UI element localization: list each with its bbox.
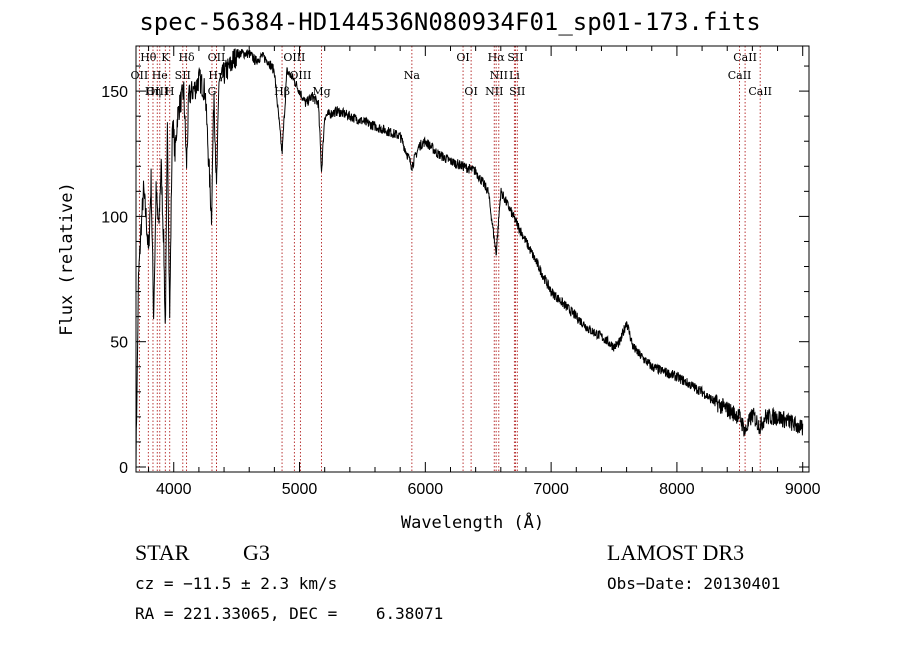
line-label: Li	[509, 69, 520, 82]
coords-text: RA = 221.33065, DEC = 6.38071	[135, 604, 444, 623]
obs-date-text: Obs−Date: 20130401	[607, 574, 781, 593]
line-label: OI	[456, 51, 469, 64]
line-label: NII	[490, 69, 508, 82]
x-tick-label: 5000	[282, 481, 318, 498]
line-label: OIII	[283, 51, 305, 64]
survey-name: LAMOST DR3	[607, 540, 745, 565]
line-label: OI	[464, 85, 477, 98]
x-tick-label: 6000	[408, 481, 444, 498]
object-subclass: G3	[243, 540, 270, 565]
line-label: CaII	[748, 85, 772, 98]
y-tick-label: 100	[101, 209, 128, 226]
line-label: He	[152, 69, 168, 82]
line-label: Hδ	[178, 51, 195, 64]
line-label: K	[161, 51, 170, 64]
plot-frame	[135, 45, 810, 473]
line-label: CaII	[733, 51, 757, 64]
spectrum-line	[135, 48, 804, 473]
line-label: SII	[507, 51, 523, 64]
line-label: Hγ	[208, 69, 225, 82]
line-label: OII	[131, 69, 149, 82]
object-class: STAR	[135, 540, 190, 565]
line-label: G	[208, 85, 217, 98]
y-tick-label: 150	[101, 84, 128, 101]
line-label: NII	[485, 85, 503, 98]
x-tick-label: 4000	[156, 481, 192, 498]
line-label: OIII	[289, 69, 311, 82]
y-tick-label: 0	[119, 460, 128, 477]
y-tick-label: 50	[110, 335, 128, 352]
line-label: Hα	[488, 51, 506, 64]
line-label: SII	[509, 85, 525, 98]
y-axis-label: Flux (relative)	[57, 182, 77, 336]
line-label: OIII	[146, 85, 168, 98]
line-label: Hη	[145, 85, 161, 98]
line-label: SII	[175, 69, 191, 82]
x-tick-label: 7000	[533, 481, 569, 498]
x-axis-label: Wavelength (Å)	[401, 511, 544, 533]
line-label: H	[165, 85, 175, 98]
line-label: Na	[404, 69, 421, 82]
x-tick-label: 9000	[785, 481, 821, 498]
chart-title: spec-56384-HD144536N080934F01_sp01-173.f…	[139, 8, 761, 36]
redshift-text: cz = −11.5 ± 2.3 km/s	[135, 574, 338, 593]
x-tick-label: 8000	[659, 481, 695, 498]
line-label: Hθ	[140, 51, 157, 64]
line-label: Mg	[312, 85, 330, 98]
line-label: CaII	[728, 69, 752, 82]
